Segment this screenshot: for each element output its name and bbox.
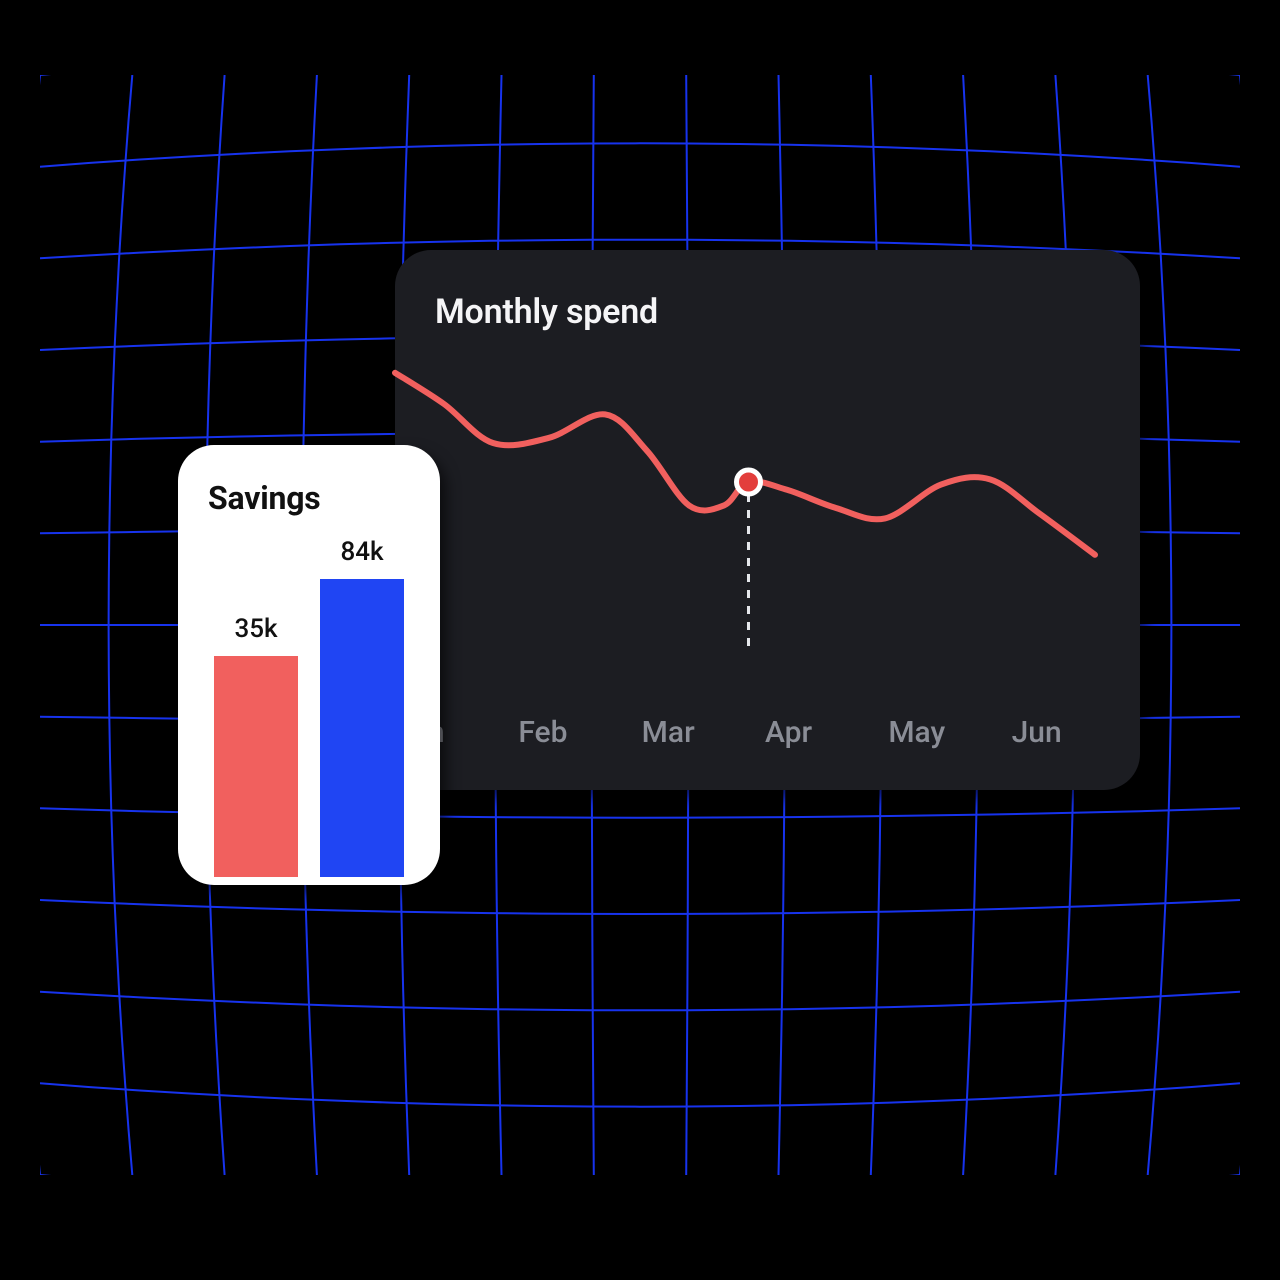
savings-bars: 35k 84k (208, 517, 410, 877)
monthly-spend-marker[interactable] (737, 470, 761, 494)
savings-bar-group: 84k (320, 537, 404, 877)
monthly-spend-card: Monthly spend JanFebMarAprMayJun (395, 250, 1140, 790)
savings-bar-label: 35k (234, 614, 277, 644)
monthly-spend-title: Monthly spend (435, 292, 1100, 332)
monthly-x-label: Apr (765, 715, 888, 750)
savings-bar (320, 579, 404, 877)
monthly-spend-chart (435, 342, 1100, 672)
savings-bar (214, 656, 298, 877)
savings-bar-label: 84k (340, 537, 383, 567)
monthly-spend-x-axis: JanFebMarAprMayJun (395, 715, 1140, 750)
savings-card: Savings 35k 84k (178, 445, 440, 885)
monthly-x-label: Jun (1012, 715, 1135, 750)
savings-bar-group: 35k (214, 614, 298, 877)
monthly-spend-line (385, 342, 1125, 672)
savings-title: Savings (208, 479, 410, 517)
monthly-x-label: May (888, 715, 1011, 750)
monthly-x-label: Feb (518, 715, 641, 750)
monthly-x-label: Mar (642, 715, 765, 750)
